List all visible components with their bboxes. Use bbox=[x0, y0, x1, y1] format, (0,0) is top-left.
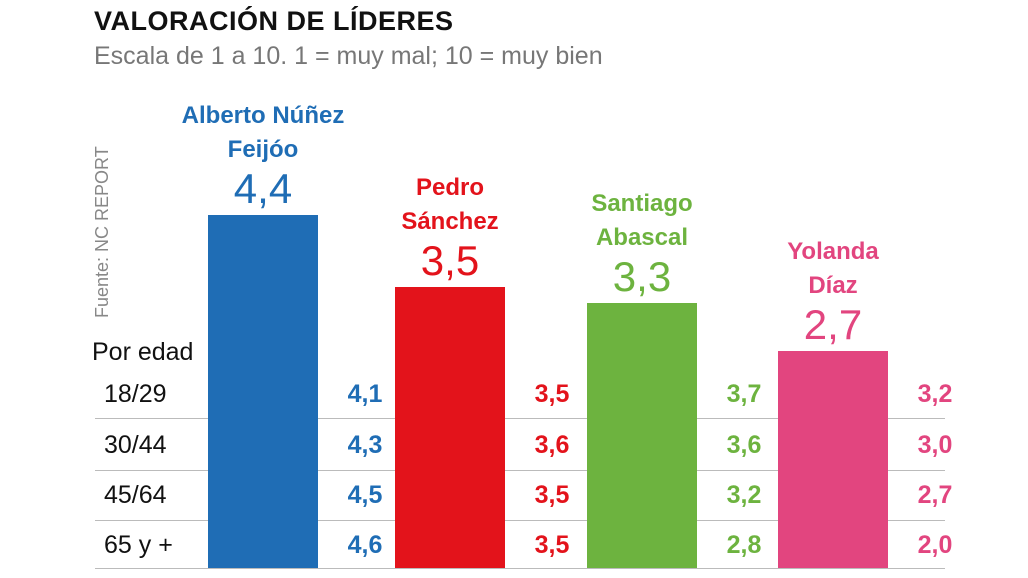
bar-header: Pedro Sánchez 3,5 bbox=[380, 171, 520, 283]
table-cell: 3,0 bbox=[917, 431, 953, 459]
table-cell: 2,7 bbox=[917, 481, 953, 509]
value-label: 4,4 bbox=[233, 165, 293, 212]
row-label: 65 y + bbox=[104, 531, 173, 559]
leader-name: Alberto Núñez Feijóo bbox=[181, 102, 345, 163]
bar-header: Alberto Núñez Feijóo 4,4 bbox=[176, 99, 351, 211]
table-cell: 3,7 bbox=[726, 380, 762, 408]
bar-header: Yolanda Díaz 2,7 bbox=[763, 235, 903, 347]
value-label: 3,3 bbox=[612, 253, 672, 301]
row-separator bbox=[95, 520, 945, 521]
table-cell: 4,6 bbox=[347, 531, 383, 559]
table-cell: 2,0 bbox=[917, 531, 953, 559]
table-cell: 3,2 bbox=[917, 380, 953, 408]
leader-name: Pedro Sánchez bbox=[401, 174, 499, 236]
row-label: 18/29 bbox=[104, 380, 167, 408]
bar bbox=[587, 303, 697, 568]
table-cell: 4,5 bbox=[347, 481, 383, 509]
table-cell: 4,3 bbox=[347, 431, 383, 459]
table-cell: 2,8 bbox=[726, 531, 762, 559]
leader-name: Santiago Abascal bbox=[591, 190, 693, 252]
bar bbox=[208, 215, 318, 568]
value-label: 2,7 bbox=[803, 301, 863, 349]
table-cell: 3,5 bbox=[534, 380, 570, 408]
chart-title: VALORACIÓN DE LÍDERES bbox=[94, 6, 454, 36]
source: Fuente: NC REPORT bbox=[92, 146, 112, 318]
row-label: 30/44 bbox=[104, 431, 167, 459]
table-cell: 3,6 bbox=[726, 431, 762, 459]
value-label: 3,5 bbox=[420, 237, 480, 285]
leader-name: Yolanda Díaz bbox=[787, 238, 879, 300]
row-separator bbox=[95, 470, 945, 471]
table-cell: 4,1 bbox=[347, 380, 383, 408]
chart-subtitle: Escala de 1 a 10. 1 = muy mal; 10 = muy … bbox=[94, 42, 603, 70]
row-label: 45/64 bbox=[104, 481, 167, 509]
row-separator bbox=[95, 568, 945, 569]
bar-header: Santiago Abascal 3,3 bbox=[572, 187, 712, 299]
row-separator bbox=[95, 418, 945, 419]
table-cell: 3,5 bbox=[534, 531, 570, 559]
table-cell: 3,5 bbox=[534, 481, 570, 509]
table-label: Por edad bbox=[92, 338, 194, 366]
table-cell: 3,2 bbox=[726, 481, 762, 509]
bar bbox=[778, 351, 888, 568]
table-cell: 3,6 bbox=[534, 431, 570, 459]
bar bbox=[395, 287, 505, 568]
